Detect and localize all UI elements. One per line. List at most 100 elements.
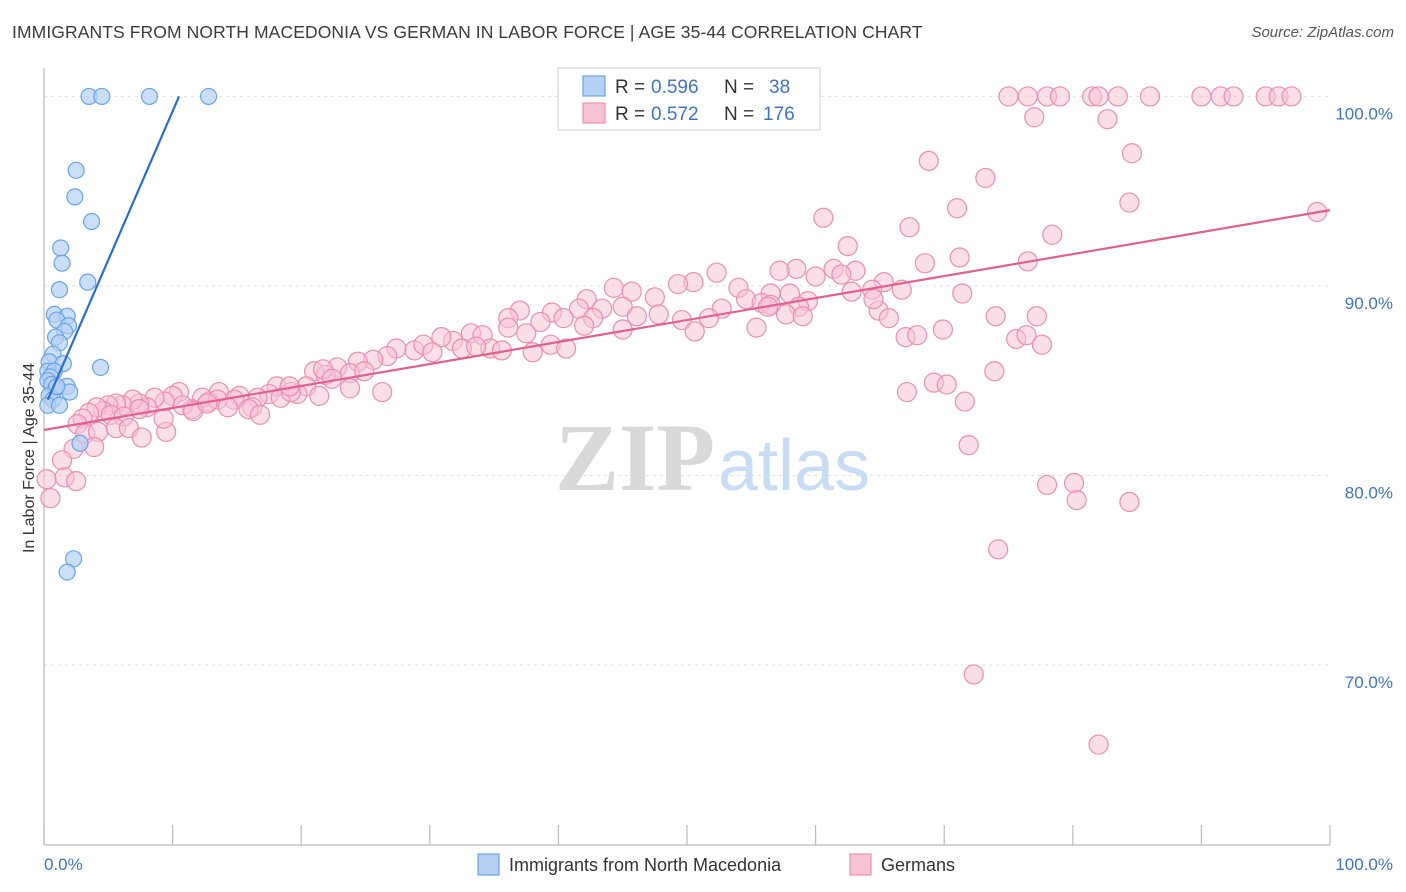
germans-point bbox=[907, 325, 928, 346]
germans-point bbox=[684, 321, 705, 342]
germans-point bbox=[985, 306, 1006, 327]
legend-n-value-1: 38 bbox=[769, 77, 790, 98]
germans-point bbox=[626, 306, 647, 327]
germans-point bbox=[936, 374, 957, 395]
legend-n-label-1: N = bbox=[724, 77, 754, 98]
germans-point bbox=[354, 361, 375, 382]
germans-point bbox=[422, 342, 443, 363]
germans-point bbox=[36, 469, 57, 490]
germans-point bbox=[621, 281, 642, 302]
north-macedonia-point bbox=[200, 87, 218, 106]
germans-point bbox=[1036, 474, 1058, 496]
germans-point bbox=[1097, 109, 1118, 130]
north-macedonia-point bbox=[140, 87, 159, 106]
gridlines bbox=[44, 95, 1330, 666]
germans-point bbox=[954, 391, 975, 412]
germans-point bbox=[431, 327, 452, 348]
germans-point bbox=[863, 289, 884, 310]
germans-point bbox=[1139, 86, 1161, 107]
germans-point bbox=[914, 253, 936, 274]
legend-r-label-1: R = bbox=[615, 77, 645, 98]
series-swatch-pink bbox=[849, 853, 872, 876]
germans-point bbox=[1088, 86, 1109, 107]
legend-n-value-2: 176 bbox=[763, 104, 795, 125]
germans-point bbox=[958, 435, 979, 456]
north-macedonia-trend-line bbox=[46, 95, 181, 401]
series-swatch-blue bbox=[477, 853, 500, 876]
germans-point bbox=[1088, 734, 1109, 755]
germans-point bbox=[51, 450, 73, 471]
watermark-zip: ZIP bbox=[555, 404, 715, 511]
germans-point bbox=[1042, 224, 1063, 245]
germans-point bbox=[1281, 86, 1302, 107]
germans-point bbox=[949, 247, 970, 268]
germans-point bbox=[249, 404, 271, 425]
germans-point bbox=[792, 306, 813, 327]
germans-point bbox=[1107, 86, 1128, 107]
germans-trend-line bbox=[43, 209, 1331, 432]
germans-point bbox=[1016, 325, 1037, 346]
germans-point bbox=[40, 488, 61, 509]
germans-point bbox=[805, 266, 826, 287]
germans-point bbox=[516, 323, 537, 344]
germans-point bbox=[746, 317, 767, 338]
y-tick-label: 80.0% bbox=[1345, 483, 1393, 502]
y-tick-label: 90.0% bbox=[1345, 294, 1393, 313]
germans-point bbox=[465, 336, 487, 357]
germans-point bbox=[648, 304, 669, 325]
germans-point bbox=[952, 283, 973, 304]
north-macedonia-points bbox=[39, 87, 218, 581]
north-macedonia-point bbox=[50, 281, 69, 299]
north-macedonia-point bbox=[52, 239, 70, 257]
germans-point bbox=[706, 262, 727, 283]
germans-point bbox=[769, 260, 790, 281]
germans-point bbox=[603, 277, 624, 298]
germans-point bbox=[975, 167, 996, 189]
germans-point bbox=[878, 308, 900, 329]
germans-point bbox=[831, 264, 852, 285]
axes bbox=[43, 68, 1331, 846]
germans-point bbox=[612, 296, 633, 317]
germans-point bbox=[1121, 143, 1143, 164]
germans-point bbox=[1066, 489, 1087, 511]
germans-point bbox=[918, 150, 939, 171]
north-macedonia-point bbox=[91, 358, 110, 377]
series-label-north-macedonia: Immigrants from North Macedonia bbox=[509, 855, 782, 875]
y-tick-label: 100.0% bbox=[1335, 104, 1393, 123]
germans-point bbox=[66, 471, 87, 492]
germans-point bbox=[498, 317, 519, 338]
germans-point bbox=[556, 338, 577, 359]
germans-point bbox=[899, 217, 920, 238]
germans-point bbox=[1119, 192, 1140, 213]
watermark: ZIP atlas bbox=[555, 404, 870, 511]
north-macedonia-point bbox=[50, 396, 69, 414]
germans-point bbox=[1191, 86, 1212, 107]
germans-point bbox=[1031, 334, 1053, 355]
chart-title: IMMIGRANTS FROM NORTH MACEDONIA VS GERMA… bbox=[12, 22, 923, 42]
series-legend: Immigrants from North Macedonia Germans bbox=[477, 853, 955, 876]
germans-point bbox=[963, 664, 984, 685]
north-macedonia-point bbox=[67, 161, 85, 179]
germans-point bbox=[1063, 472, 1085, 494]
germans-point bbox=[786, 258, 807, 279]
north-macedonia-point bbox=[82, 212, 101, 231]
germans-point bbox=[988, 539, 1009, 560]
germans-point bbox=[530, 311, 551, 333]
germans-point bbox=[372, 381, 393, 403]
germans-point bbox=[644, 287, 665, 308]
germans-point bbox=[1024, 107, 1045, 128]
source-credit: Source: ZipAtlas.com bbox=[1251, 24, 1394, 41]
germans-point bbox=[946, 198, 968, 219]
legend-r-value-2: 0.572 bbox=[651, 104, 699, 125]
watermark-atlas: atlas bbox=[718, 426, 870, 506]
tick-labels: 70.0% 80.0% 90.0% 100.0% 0.0% 100.0% bbox=[44, 104, 1393, 874]
germans-point bbox=[775, 304, 797, 325]
germans-point bbox=[131, 427, 152, 448]
north-macedonia-point bbox=[93, 87, 111, 106]
north-macedonia-point bbox=[79, 273, 97, 291]
north-macedonia-point bbox=[66, 188, 84, 206]
legend-swatch-pink bbox=[582, 102, 606, 124]
trend-lines bbox=[43, 95, 1331, 432]
germans-point bbox=[1026, 306, 1047, 327]
